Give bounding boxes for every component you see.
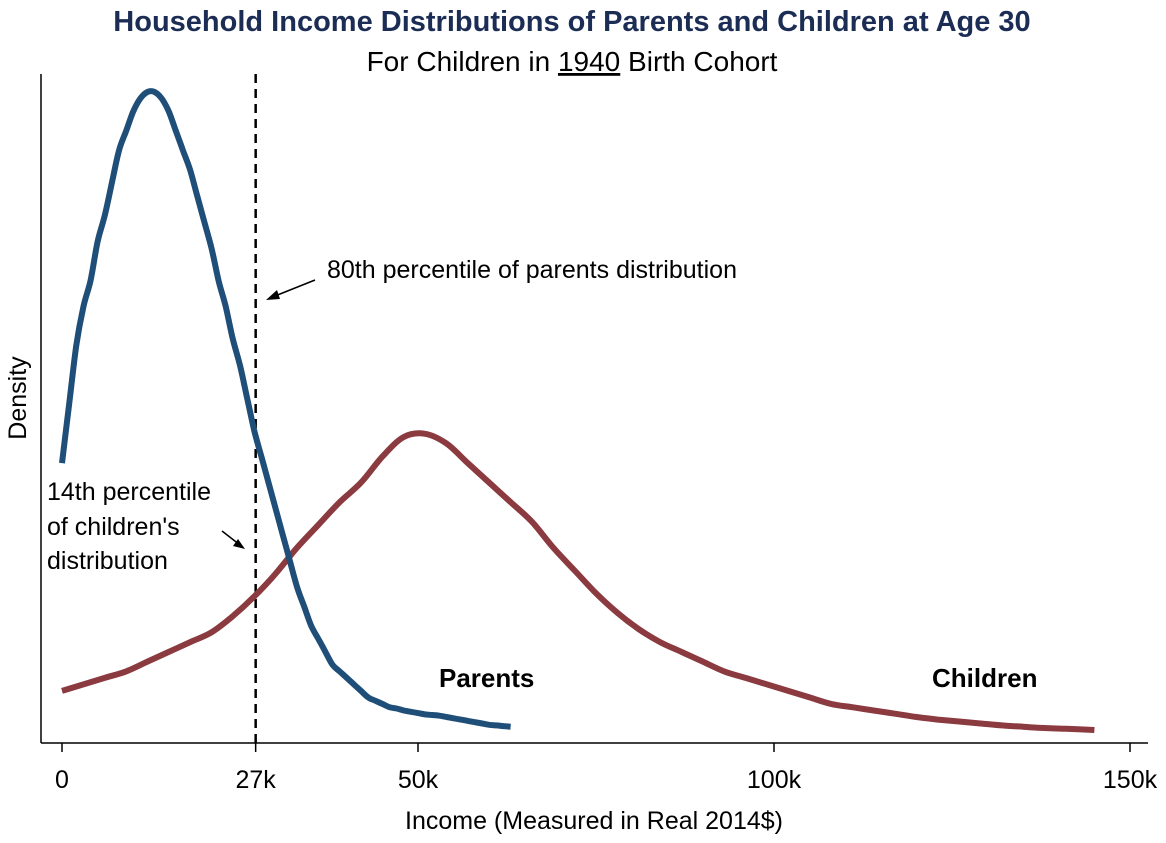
x-tick-label: 150k	[1103, 766, 1158, 794]
subtitle-suffix: Birth Cohort	[620, 46, 777, 77]
x-tick-label: 50k	[398, 766, 439, 794]
subtitle-year: 1940	[558, 46, 620, 77]
series-label-children: Children	[932, 663, 1037, 693]
subtitle-prefix: For Children in	[367, 46, 558, 77]
x-ticks: 0 27k 50k 100k 150k	[55, 743, 1158, 794]
annotation-parents-80th-text: 80th percentile of parents distribution	[327, 256, 737, 284]
chart-title: Household Income Distributions of Parent…	[113, 6, 1030, 38]
x-tick-label: 27k	[236, 766, 277, 794]
annotation-parents-80th-arrowhead	[266, 290, 280, 300]
annotation-children-14th-line1: 14th percentile	[47, 478, 211, 506]
annotation-children-14th: 14th percentile of children's distributi…	[47, 478, 245, 575]
annotation-parents-80th: 80th percentile of parents distribution	[266, 256, 737, 300]
x-tick-label: 0	[55, 766, 69, 794]
series-group	[62, 91, 1094, 730]
x-tick-label: 100k	[747, 766, 802, 794]
annotation-children-14th-line3: distribution	[47, 547, 168, 575]
series-label-parents: Parents	[439, 663, 534, 693]
chart-subtitle: For Children in 1940 Birth Cohort	[367, 46, 778, 77]
annotation-children-14th-line2: of children's	[47, 513, 180, 541]
x-axis-label: Income (Measured in Real 2014$)	[405, 807, 783, 835]
income-distribution-chart: Household Income Distributions of Parent…	[0, 0, 1166, 843]
series-line-parents	[62, 91, 511, 727]
y-axis-label: Density	[4, 356, 32, 440]
